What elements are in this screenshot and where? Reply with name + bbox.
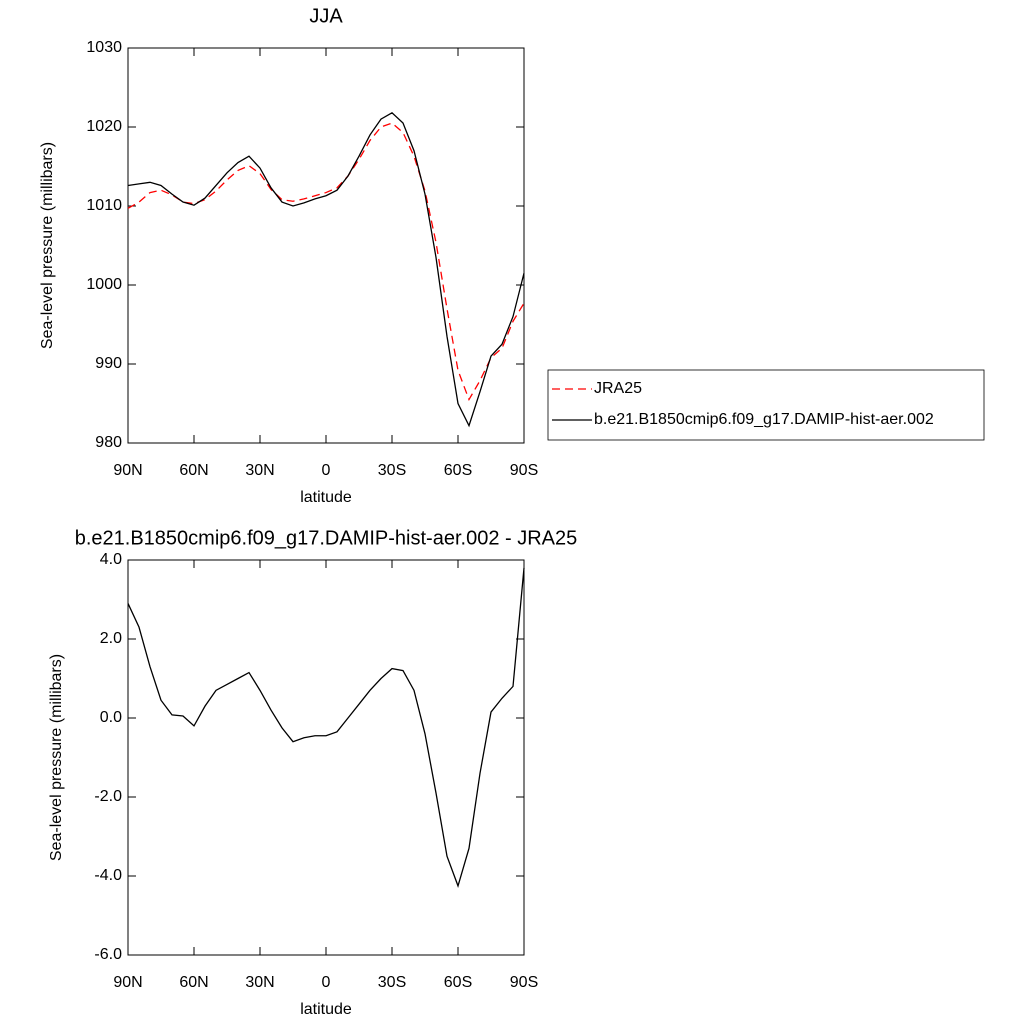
chart-title: b.e21.B1850cmip6.f09_g17.DAMIP-hist-aer.… xyxy=(75,527,578,549)
y-axis-label: Sea-level pressure (millibars) xyxy=(39,142,56,349)
y-tick-label: 1000 xyxy=(86,276,122,293)
x-tick-label: 60S xyxy=(444,974,472,991)
x-axis-label: latitude xyxy=(300,1001,352,1018)
plot-frame xyxy=(127,47,525,444)
x-tick-label: 90S xyxy=(510,974,538,991)
legend-label: JRA25 xyxy=(594,380,642,397)
data-line xyxy=(127,567,525,888)
y-tick-label: -6.0 xyxy=(94,946,122,963)
x-axis-label: latitude xyxy=(300,489,352,506)
y-tick-label: 1010 xyxy=(86,197,122,214)
x-tick-label: 60S xyxy=(444,462,472,479)
y-tick-label: -4.0 xyxy=(94,867,122,884)
x-tick-label: 60N xyxy=(179,974,208,991)
x-tick-label: 30S xyxy=(378,462,406,479)
y-axis-label: Sea-level pressure (millibars) xyxy=(48,654,65,861)
x-tick-label: 60N xyxy=(179,462,208,479)
x-tick-label: 30S xyxy=(378,974,406,991)
plot-frame xyxy=(127,559,525,956)
y-tick-label: 980 xyxy=(95,434,122,451)
legend-label: b.e21.B1850cmip6.f09_g17.DAMIP-hist-aer.… xyxy=(594,411,934,428)
data-line xyxy=(127,122,525,402)
x-tick-label: 30N xyxy=(245,462,274,479)
x-tick-label: 0 xyxy=(322,462,331,479)
y-tick-label: 990 xyxy=(95,355,122,372)
y-tick-label: 2.0 xyxy=(100,630,122,647)
x-tick-label: 0 xyxy=(322,974,331,991)
data-line xyxy=(127,111,525,428)
y-tick-label: -2.0 xyxy=(94,788,122,805)
y-tick-label: 1030 xyxy=(86,39,122,56)
x-tick-label: 90S xyxy=(510,462,538,479)
chart-title: JJA xyxy=(309,5,343,27)
x-tick-label: 90N xyxy=(113,462,142,479)
legend-box xyxy=(547,369,985,441)
x-tick-label: 90N xyxy=(113,974,142,991)
x-tick-label: 30N xyxy=(245,974,274,991)
y-tick-label: 4.0 xyxy=(100,551,122,568)
y-tick-label: 1020 xyxy=(86,118,122,135)
y-tick-label: 0.0 xyxy=(100,709,122,726)
